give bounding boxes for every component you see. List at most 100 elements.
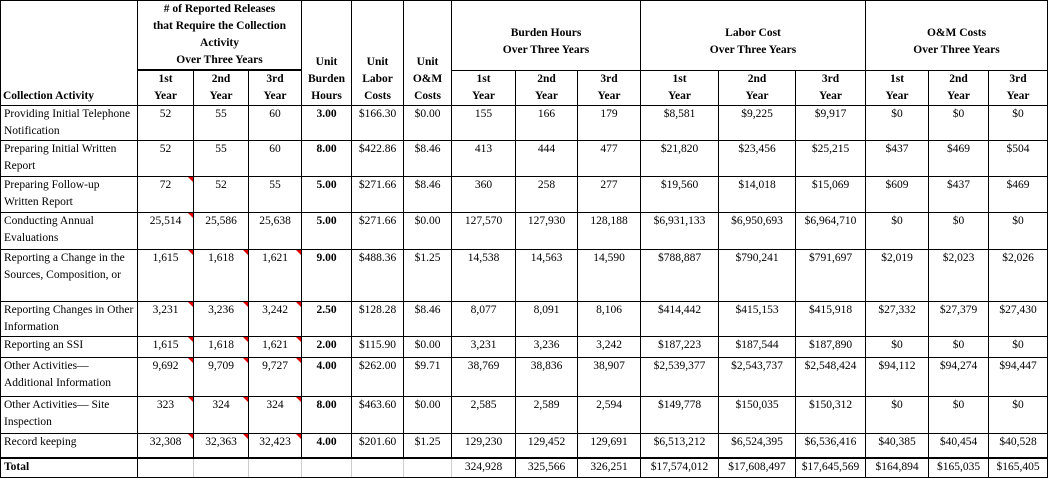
- releases-cell: 1,615: [137, 336, 194, 358]
- header-line: Unit: [366, 56, 389, 68]
- header-line: 3rd: [821, 73, 840, 85]
- om-cost-cell: $27,430: [988, 301, 1048, 337]
- om-cost-cell: $0: [865, 212, 930, 250]
- unit-labor-cell: $488.36: [351, 249, 405, 302]
- header-year-1: 1st Year: [137, 69, 194, 106]
- activity-cell: Reporting an SSI: [0, 336, 138, 358]
- empty-cell: [301, 456, 353, 478]
- om-cost-cell: $27,379: [928, 301, 990, 337]
- header-year-2: 2nd Year: [193, 69, 249, 106]
- header-unit-labor-costs: Unit Labor Costs: [351, 0, 405, 106]
- labor-cost-cell: $6,513,212: [640, 433, 720, 458]
- labor-cost-cell: $8,581: [640, 105, 720, 141]
- burden-hours-cell: 166: [515, 105, 579, 141]
- labor-cost-cell: $187,544: [718, 336, 797, 358]
- header-line: Year: [668, 90, 692, 102]
- om-cost-cell: $0: [865, 396, 930, 434]
- om-cost-cell: $2,019: [865, 249, 930, 302]
- header-line: # of Reported Releases: [163, 3, 276, 15]
- labor-cost-cell: $6,536,416: [795, 433, 867, 458]
- om-cost-cell: $469: [988, 176, 1048, 213]
- total-burden-cell: 326,251: [577, 456, 642, 478]
- burden-hours-cell: 277: [577, 176, 642, 213]
- header-collection-activity: Collection Activity: [0, 0, 138, 106]
- labor-cost-cell: $14,018: [718, 176, 797, 213]
- activity-cell: Providing Initial Telephone Notification: [0, 105, 138, 141]
- unit-labor-cell: $115.90: [351, 336, 405, 358]
- om-cost-cell: $0: [928, 212, 990, 250]
- om-cost-cell: $27,332: [865, 301, 930, 337]
- header-unit-om-costs: Unit O&M Costs: [403, 0, 453, 106]
- empty-cell: [247, 456, 303, 478]
- table-row: Reporting an SSI 1,615 1,618 1,621 2.00 $115.…: [0, 336, 1048, 358]
- table-row: Preparing Initial Written Report 52 55 60 8.…: [0, 140, 1048, 177]
- header-line: 1st: [890, 73, 905, 85]
- table-row: Reporting Changes in Other Information 3,…: [0, 301, 1048, 337]
- header-line: 1st: [476, 73, 491, 85]
- labor-cost-cell: $415,918: [795, 301, 867, 337]
- header-line: Year: [597, 90, 621, 102]
- labor-cost-cell: $15,069: [795, 176, 867, 213]
- labor-cost-cell: $150,312: [795, 396, 867, 434]
- header-labor-group: Labor Cost Over Three Years: [640, 0, 867, 71]
- unit-labor-cell: $271.66: [351, 212, 405, 250]
- burden-hours-cell: 2,594: [577, 396, 642, 434]
- om-cost-cell: $609: [865, 176, 930, 213]
- header-line: 1st: [158, 73, 173, 85]
- table-row: Conducting Annual Evaluations 25,514 25,58…: [0, 212, 1048, 250]
- empty-cell: [351, 456, 405, 478]
- activity-cell: Other Activities— Additional Information: [0, 357, 138, 397]
- total-label: Total: [0, 456, 138, 478]
- labor-cost-cell: $187,223: [640, 336, 720, 358]
- header-line: Over Three Years: [709, 44, 797, 57]
- releases-cell: 1,621: [247, 336, 303, 358]
- burden-hours-cell: 127,930: [515, 212, 579, 250]
- header-year-2: 2nd Year: [928, 69, 990, 106]
- om-cost-cell: $0: [865, 105, 930, 141]
- om-cost-cell: $94,447: [988, 357, 1048, 397]
- activity-cell: Conducting Annual Evaluations: [0, 212, 138, 250]
- labor-cost-cell: $414,442: [640, 301, 720, 337]
- releases-cell: 1,618: [193, 336, 249, 358]
- table-row: Reporting a Change in the Sources, Compo…: [0, 249, 1048, 302]
- activity-cell: Reporting Changes in Other Information: [0, 301, 138, 337]
- unit-burden-cell: 5.00: [301, 176, 353, 213]
- total-burden-cell: 324,928: [451, 456, 517, 478]
- burden-hours-cell: 129,452: [515, 433, 579, 458]
- unit-om-cell: $8.46: [403, 140, 453, 177]
- activity-cell: Other Activities— Site Inspection: [0, 396, 138, 434]
- total-labor-cell: $17,645,569: [795, 456, 867, 478]
- labor-cost-cell: $149,778: [640, 396, 720, 434]
- om-cost-cell: $437: [928, 176, 990, 213]
- om-cost-cell: $0: [988, 336, 1048, 358]
- header-year-3: 3rd Year: [247, 69, 303, 106]
- empty-cell: [403, 456, 453, 478]
- header-line: Year: [154, 90, 177, 102]
- releases-cell: 324: [193, 396, 249, 434]
- releases-cell: 323: [137, 396, 194, 434]
- activity-cell: Preparing Follow-up Written Report: [0, 176, 138, 213]
- header-line: Year: [947, 90, 971, 102]
- burden-hours-cell: 129,691: [577, 433, 642, 458]
- burden-hours-cell: 129,230: [451, 433, 517, 458]
- releases-cell: 60: [247, 140, 303, 177]
- header-year-3: 3rd Year: [577, 69, 642, 106]
- header-year-3: 3rd Year: [988, 69, 1048, 106]
- header-line: Hours: [311, 90, 342, 102]
- table-row: Record keeping 32,308 32,363 32,423 4.00 $201…: [0, 433, 1048, 458]
- labor-cost-cell: $6,524,395: [718, 433, 797, 458]
- header-line: 2nd: [949, 73, 968, 85]
- om-cost-cell: $437: [865, 140, 930, 177]
- burden-hours-cell: 155: [451, 105, 517, 141]
- burden-hours-cell: 8,106: [577, 301, 642, 337]
- labor-cost-cell: $150,035: [718, 396, 797, 434]
- header-line: Burden: [307, 73, 346, 85]
- labor-cost-cell: $6,964,710: [795, 212, 867, 250]
- releases-cell: 25,586: [193, 212, 249, 250]
- om-cost-cell: $2,026: [988, 249, 1048, 302]
- header-burden-group: Burden Hours Over Three Years: [451, 0, 642, 71]
- burden-hours-cell: 444: [515, 140, 579, 177]
- header-line: Costs: [414, 90, 441, 102]
- unit-burden-cell: 9.00: [301, 249, 353, 302]
